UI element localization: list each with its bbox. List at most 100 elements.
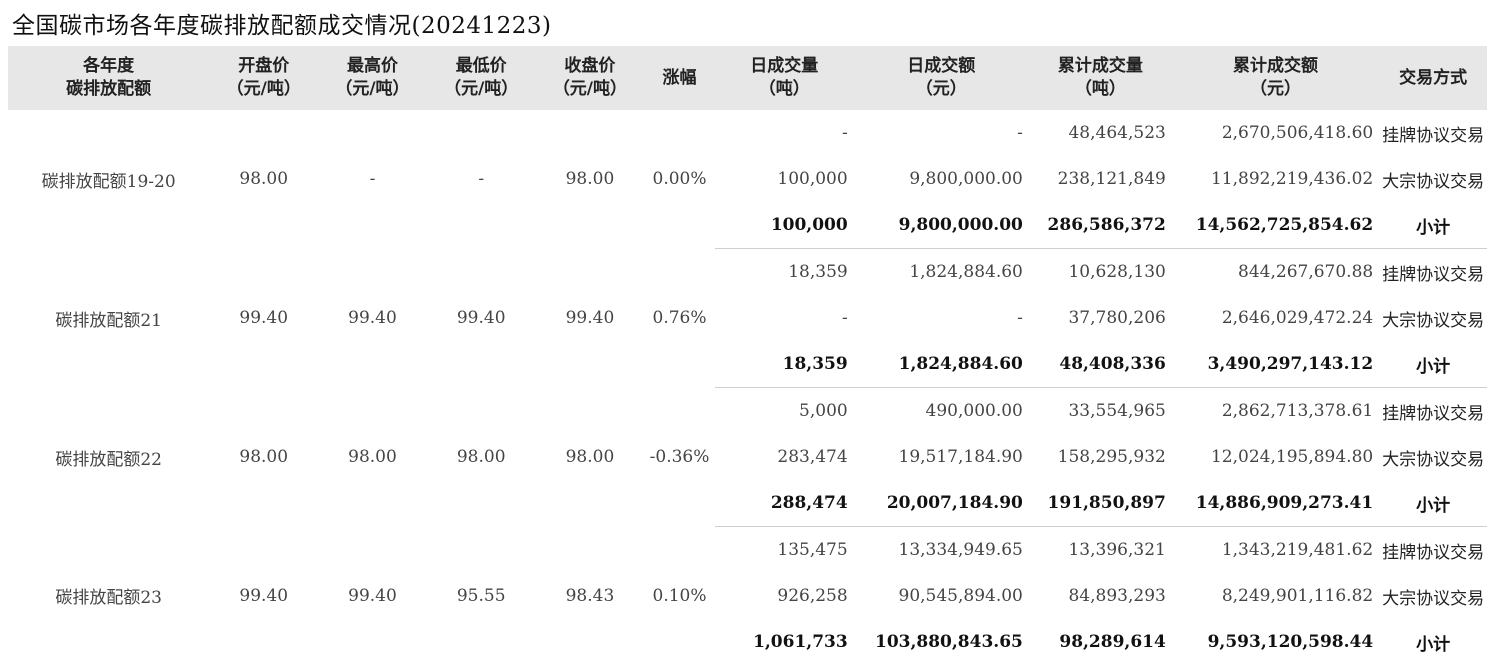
header-change: 涨幅: [644, 46, 714, 110]
cum-amount: 3,490,297,143.12: [1172, 341, 1379, 388]
page-title: 全国碳市场各年度碳排放配额成交情况(20241223): [12, 6, 552, 40]
trade-method: 挂牌协议交易: [1379, 110, 1487, 156]
daily-amount: 9,800,000.00: [854, 202, 1029, 249]
cum-volume: 84,893,293: [1029, 573, 1172, 619]
daily-amount: -: [854, 295, 1029, 341]
cum-volume: 10,628,130: [1029, 249, 1172, 296]
high-price: 99.40: [318, 249, 427, 388]
header-cum-amount: 累计成交额（元）: [1172, 46, 1379, 110]
header-line: 最低价: [427, 55, 536, 78]
header-line: （元/吨）: [209, 78, 318, 101]
carbon-trading-table: 各年度碳排放配额开盘价（元/吨）最高价（元/吨）最低价（元/吨）收盘价（元/吨）…: [8, 46, 1487, 665]
header-cum-volume: 累计成交量（吨）: [1029, 46, 1172, 110]
header-low-price: 最低价（元/吨）: [427, 46, 536, 110]
price-change: -0.36%: [644, 388, 714, 527]
cum-volume: 191,850,897: [1029, 480, 1172, 527]
header-line: （吨）: [1029, 78, 1172, 101]
cum-amount: 1,343,219,481.62: [1172, 527, 1379, 574]
open-price: 98.00: [209, 110, 318, 249]
header-line: 日成交量: [715, 55, 854, 78]
header-line: 交易方式: [1379, 67, 1487, 90]
daily-volume: 135,475: [715, 527, 854, 574]
cum-amount: 14,886,909,273.41: [1172, 480, 1379, 527]
header-line: 收盘价: [536, 55, 645, 78]
trade-method: 大宗协议交易: [1379, 156, 1487, 202]
header-close-price: 收盘价（元/吨）: [536, 46, 645, 110]
daily-amount: 90,545,894.00: [854, 573, 1029, 619]
daily-volume: 5,000: [715, 388, 854, 435]
close-price: 98.43: [536, 527, 645, 665]
header-line: 日成交额: [854, 55, 1029, 78]
daily-volume: 18,359: [715, 341, 854, 388]
trade-method: 大宗协议交易: [1379, 295, 1487, 341]
cum-amount: 2,670,506,418.60: [1172, 110, 1379, 156]
daily-volume: -: [715, 110, 854, 156]
price-change: 0.10%: [644, 527, 714, 665]
cum-amount: 8,249,901,116.82: [1172, 573, 1379, 619]
daily-amount: 103,880,843.65: [854, 619, 1029, 665]
header-line: 累计成交额: [1172, 55, 1379, 78]
allowance-name: 碳排放配额22: [8, 388, 209, 527]
header-daily-amount: 日成交额（元）: [854, 46, 1029, 110]
header-line: （元/吨）: [318, 78, 427, 101]
header-line: （元）: [854, 78, 1029, 101]
cum-amount: 2,862,713,378.61: [1172, 388, 1379, 435]
trade-method: 小计: [1379, 341, 1487, 388]
cum-volume: 48,464,523: [1029, 110, 1172, 156]
trade-method: 小计: [1379, 202, 1487, 249]
cum-volume: 48,408,336: [1029, 341, 1172, 388]
low-price: 95.55: [427, 527, 536, 665]
header-line: 各年度: [8, 55, 209, 78]
cum-amount: 844,267,670.88: [1172, 249, 1379, 296]
trade-method: 挂牌协议交易: [1379, 249, 1487, 296]
trade-method: 挂牌协议交易: [1379, 388, 1487, 435]
daily-amount: -: [854, 110, 1029, 156]
daily-amount: 13,334,949.65: [854, 527, 1029, 574]
cum-volume: 286,586,372: [1029, 202, 1172, 249]
daily-amount: 490,000.00: [854, 388, 1029, 435]
high-price: 98.00: [318, 388, 427, 527]
trade-method: 小计: [1379, 480, 1487, 527]
header-row: 各年度碳排放配额开盘价（元/吨）最高价（元/吨）最低价（元/吨）收盘价（元/吨）…: [8, 46, 1487, 110]
cum-volume: 13,396,321: [1029, 527, 1172, 574]
header-line: （元）: [1172, 78, 1379, 101]
allowance-name: 碳排放配额23: [8, 527, 209, 665]
cum-volume: 238,121,849: [1029, 156, 1172, 202]
header-daily-volume: 日成交量（吨）: [715, 46, 854, 110]
header-high-price: 最高价（元/吨）: [318, 46, 427, 110]
header-line: （元/吨）: [536, 78, 645, 101]
close-price: 98.00: [536, 388, 645, 527]
daily-volume: 283,474: [715, 434, 854, 480]
trade-method: 挂牌协议交易: [1379, 527, 1487, 574]
low-price: -: [427, 110, 536, 249]
allowance-name: 碳排放配额21: [8, 249, 209, 388]
daily-volume: -: [715, 295, 854, 341]
low-price: 98.00: [427, 388, 536, 527]
daily-volume: 100,000: [715, 202, 854, 249]
cum-amount: 12,024,195,894.80: [1172, 434, 1379, 480]
price-change: 0.00%: [644, 110, 714, 249]
close-price: 99.40: [536, 249, 645, 388]
cum-amount: 9,593,120,598.44: [1172, 619, 1379, 665]
allowance-name: 碳排放配额19-20: [8, 110, 209, 249]
daily-volume: 926,258: [715, 573, 854, 619]
header-line: 最高价: [318, 55, 427, 78]
daily-amount: 1,824,884.60: [854, 341, 1029, 388]
header-open-price: 开盘价（元/吨）: [209, 46, 318, 110]
cum-amount: 11,892,219,436.02: [1172, 156, 1379, 202]
trade-method: 小计: [1379, 619, 1487, 665]
cum-volume: 37,780,206: [1029, 295, 1172, 341]
cum-volume: 158,295,932: [1029, 434, 1172, 480]
open-price: 99.40: [209, 249, 318, 388]
high-price: -: [318, 110, 427, 249]
open-price: 99.40: [209, 527, 318, 665]
trade-method: 大宗协议交易: [1379, 573, 1487, 619]
daily-volume: 18,359: [715, 249, 854, 296]
daily-volume: 288,474: [715, 480, 854, 527]
open-price: 98.00: [209, 388, 318, 527]
header-line: 涨幅: [644, 67, 714, 90]
